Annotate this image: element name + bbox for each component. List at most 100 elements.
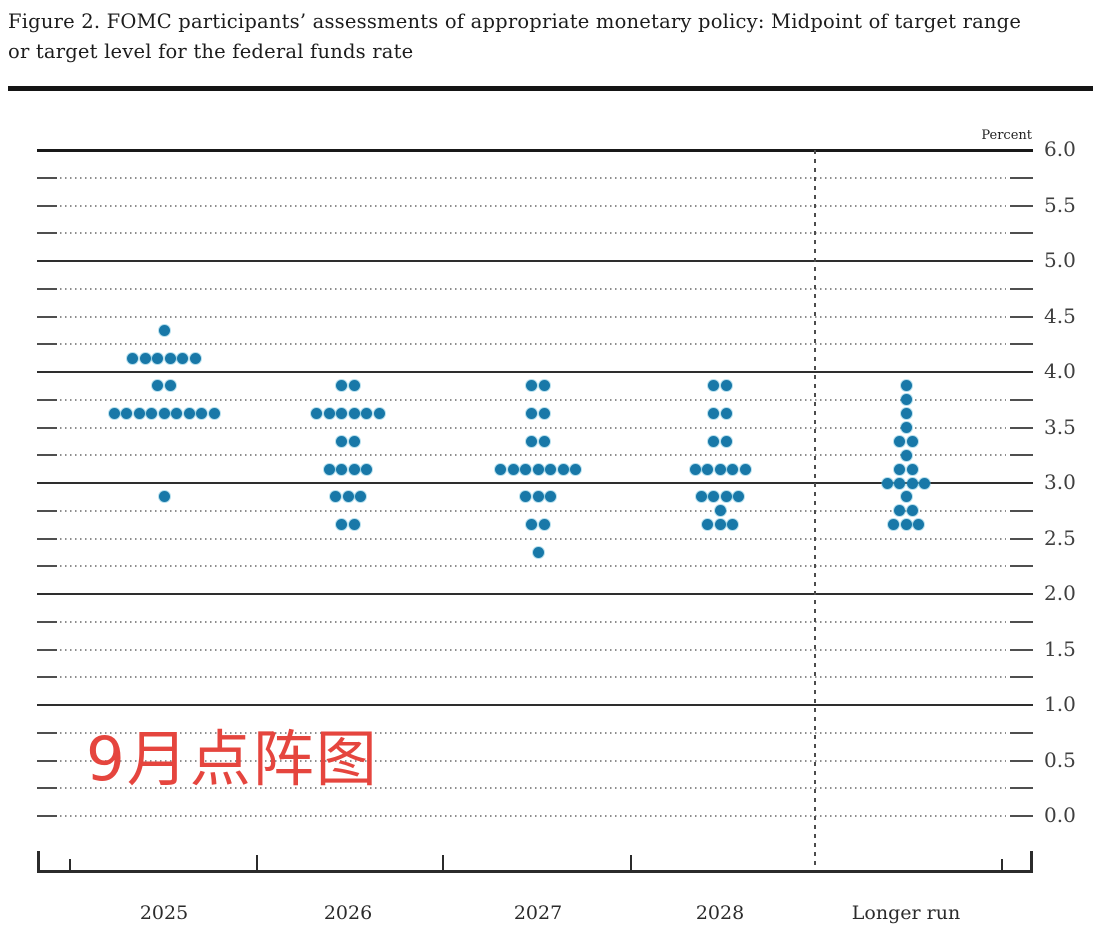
x-axis-boundary-tick-3: [630, 855, 632, 870]
dot-2026-3.625: [373, 408, 385, 420]
dot-2026-3.625: [361, 408, 373, 420]
dot-2026-3.125: [361, 463, 373, 475]
dot-2025-2.875: [158, 491, 170, 503]
left-tick-3.75: [37, 398, 57, 401]
dot-2026-2.875: [355, 491, 366, 503]
y-axis-label-1.0: 1.0: [1044, 692, 1076, 716]
right-tick-2.5: [1010, 537, 1033, 540]
gridline-major-5: [37, 260, 1033, 262]
right-tick-0.5: [1010, 759, 1033, 762]
dot-2026-3.125: [336, 463, 348, 475]
dot-longer-run-3: [906, 477, 918, 489]
left-tick-0.25: [37, 787, 57, 790]
x-axis-short-tick-right: [1001, 859, 1003, 870]
dot-longer-run-3.875: [900, 380, 912, 392]
dot-2026-3.875: [348, 380, 360, 392]
dot-longer-run-2.75: [906, 505, 918, 517]
x-axis-boundary-tick-2: [442, 855, 444, 870]
x-axis-label-2028: 2028: [695, 902, 745, 924]
y-axis-label-1.5: 1.5: [1044, 636, 1076, 661]
dot-longer-run-3.75: [900, 394, 912, 406]
dot-2027-2.875: [532, 491, 544, 503]
dot-2027-2.875: [545, 491, 556, 503]
dot-2027-3.375: [538, 435, 550, 447]
gridline-minor-4.25: [60, 343, 1006, 346]
dot-2027-3.125: [570, 463, 581, 475]
dot-2028-3.125: [702, 463, 713, 475]
gridline-minor-1.75: [60, 620, 1006, 623]
dot-longer-run-3.125: [906, 463, 918, 475]
dot-2025-3.625: [158, 408, 170, 420]
dot-2028-2.875: [720, 491, 732, 503]
dot-2026-3.375: [336, 435, 348, 447]
dot-2027-2.625: [526, 519, 538, 531]
dot-2028-3.875: [708, 380, 720, 392]
dot-2027-2.375: [532, 546, 544, 558]
gridline-minor-0: [60, 815, 1006, 817]
right-tick-4.25: [1010, 343, 1033, 346]
dot-2025-3.625: [196, 408, 207, 420]
left-tick-2.75: [37, 509, 57, 512]
dot-longer-run-2.875: [900, 491, 912, 503]
dot-2028-3.125: [727, 463, 738, 475]
right-tick-4.75: [1010, 287, 1033, 290]
right-tick-5.5: [1010, 204, 1033, 207]
gridline-minor-0.25: [60, 787, 1006, 790]
left-tick-0.5: [37, 759, 57, 762]
left-tick-3.25: [37, 454, 57, 457]
dot-2028-3.625: [720, 408, 732, 420]
left-tick-0.75: [37, 731, 57, 734]
left-tick-2.25: [37, 565, 57, 568]
dot-2025-4.125: [127, 352, 139, 364]
y-axis-label-5.0: 5.0: [1044, 248, 1076, 272]
gridline-minor-2.5: [60, 537, 1006, 540]
dot-2025-4.125: [164, 352, 176, 364]
gridline-minor-4.75: [60, 287, 1006, 290]
dot-longer-run-3: [919, 477, 931, 489]
x-axis-baseline: [37, 870, 1033, 873]
dot-2026-2.625: [348, 519, 360, 531]
y-axis-label-5.5: 5.5: [1044, 192, 1076, 217]
dot-2025-4.125: [152, 352, 164, 364]
gridline-major-4: [37, 371, 1033, 373]
dot-2026-3.125: [348, 463, 360, 475]
dot-longer-run-3.125: [894, 463, 906, 475]
y-axis-label-0.0: 0.0: [1044, 803, 1076, 827]
dot-2026-3.625: [323, 408, 335, 420]
dot-2025-3.625: [171, 408, 182, 420]
left-tick-1.75: [37, 620, 57, 623]
dot-2026-3.875: [336, 380, 348, 392]
right-tick-0.75: [1010, 731, 1033, 734]
dot-2028-3.125: [714, 463, 726, 475]
dot-2027-2.625: [538, 519, 550, 531]
dot-longer-run-3: [881, 477, 893, 489]
dot-longer-run-2.625: [900, 519, 912, 531]
dot-2025-3.625: [208, 408, 220, 420]
dot-longer-run-2.75: [894, 505, 906, 517]
y-axis-label-0.5: 0.5: [1044, 747, 1076, 772]
dot-2025-4.125: [139, 352, 151, 364]
y-axis-label-3.5: 3.5: [1044, 414, 1076, 439]
dot-longer-run-3.25: [900, 449, 912, 461]
dot-2026-3.625: [311, 408, 323, 420]
dot-2027-3.875: [538, 380, 550, 392]
gridline-major-1: [37, 704, 1033, 706]
right-tick-3.5: [1010, 426, 1033, 429]
right-tick-4.5: [1010, 315, 1033, 318]
x-axis-label-2025: 2025: [139, 902, 189, 924]
dot-2027-3.625: [526, 408, 538, 420]
left-tick-5.5: [37, 204, 57, 207]
left-tick-4.5: [37, 315, 57, 318]
gridline-major-6: [37, 148, 1033, 152]
figure-title-line2: or target level for the federal funds ra…: [8, 40, 414, 63]
dot-2025-3.625: [121, 408, 132, 420]
dot-2028-2.875: [708, 491, 720, 503]
y-axis-unit-label: Percent: [981, 128, 1032, 143]
gridline-minor-3.5: [60, 426, 1006, 429]
dot-2027-3.875: [526, 380, 538, 392]
dot-2028-2.625: [727, 519, 738, 531]
dot-2028-2.75: [714, 505, 726, 517]
dot-longer-run-3.5: [900, 422, 912, 433]
y-axis-label-6.0: 6.0: [1044, 137, 1076, 161]
